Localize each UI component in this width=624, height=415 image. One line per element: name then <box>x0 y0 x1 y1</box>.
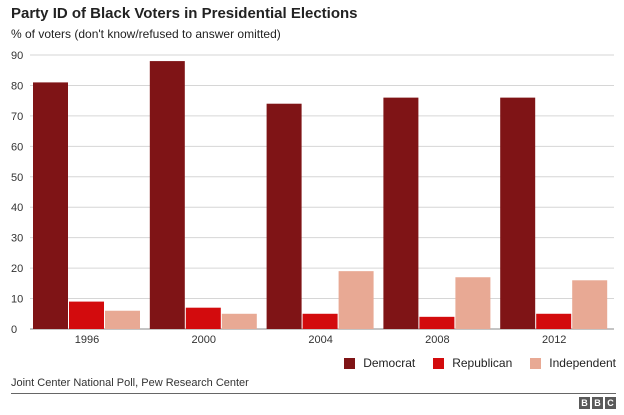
bar-democrat-2008 <box>383 97 419 329</box>
legend-label-democrat: Democrat <box>363 356 416 370</box>
x-tick-label: 1996 <box>75 334 99 346</box>
source-note: Joint Center National Poll, Pew Research… <box>11 377 249 389</box>
bbc-logo: B B C <box>579 397 616 409</box>
legend-swatch-independent <box>530 357 542 369</box>
bar-chart: 0 10 20 30 40 50 60 70 80 90 1996 2000 2004 2008 2012 <box>11 50 614 346</box>
bar-republican-2008 <box>419 316 455 329</box>
y-tick-label: 50 <box>11 172 23 184</box>
y-tick-label: 90 <box>11 50 23 62</box>
x-tick-label: 2008 <box>425 334 449 346</box>
bar-republican-2012 <box>536 313 572 329</box>
legend-item-democrat: Democrat <box>344 356 415 370</box>
legend-item-republican: Republican <box>433 356 512 370</box>
bar-democrat-1996 <box>33 82 68 330</box>
bar-democrat-2004 <box>266 103 302 329</box>
bars <box>33 61 608 330</box>
legend-label-independent: Independent <box>549 356 616 370</box>
y-tick-label: 0 <box>11 324 17 336</box>
x-tick-label: 2012 <box>542 334 566 346</box>
bar-democrat-2000 <box>149 61 185 329</box>
bar-democrat-2012 <box>500 97 536 329</box>
y-axis-ticks: 0 10 20 30 40 50 60 70 80 90 <box>11 50 23 336</box>
legend-item-independent: Independent <box>530 356 616 370</box>
x-tick-label: 2000 <box>192 334 216 346</box>
y-tick-label: 20 <box>11 263 23 275</box>
x-tick-label: 2004 <box>308 334 332 346</box>
bbc-logo-letter-2: B <box>592 397 603 409</box>
legend-label-republican: Republican <box>452 356 513 370</box>
legend-swatch-democrat <box>344 357 356 369</box>
bar-independent-2000 <box>221 313 257 329</box>
bar-independent-2004 <box>338 271 374 329</box>
legend: Democrat Republican Independent <box>344 356 616 370</box>
bbc-logo-letter-3: C <box>605 397 616 409</box>
bar-independent-1996 <box>105 310 140 329</box>
footer-divider <box>11 393 616 394</box>
y-tick-label: 60 <box>11 141 23 153</box>
bar-republican-1996 <box>69 301 104 329</box>
bar-independent-2008 <box>455 277 491 329</box>
bar-republican-2004 <box>302 313 338 329</box>
y-tick-label: 30 <box>11 233 23 245</box>
legend-swatch-republican <box>433 357 445 369</box>
x-axis-ticks: 1996 2000 2004 2008 2012 <box>75 334 567 346</box>
bbc-logo-letter-1: B <box>579 397 590 409</box>
bar-independent-2012 <box>572 280 608 329</box>
bar-republican-2000 <box>185 307 221 329</box>
y-tick-label: 10 <box>11 294 23 306</box>
y-tick-label: 70 <box>11 111 23 123</box>
chart-subtitle: % of voters (don't know/refused to answe… <box>11 27 281 41</box>
y-tick-label: 40 <box>11 202 23 214</box>
y-tick-label: 80 <box>11 80 23 92</box>
chart-title: Party ID of Black Voters in Presidential… <box>11 5 358 22</box>
